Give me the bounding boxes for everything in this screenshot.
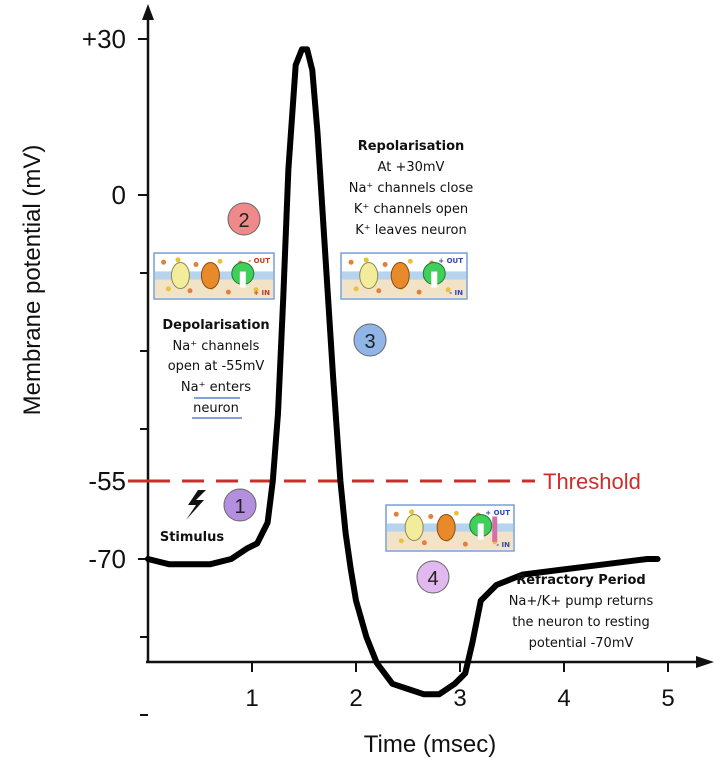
membrane-in-label: - IN bbox=[449, 289, 463, 297]
y-tick-label: 0 bbox=[112, 180, 126, 210]
repolarisation-note: Repolarisation At +30mV Na⁺ channels clo… bbox=[349, 139, 474, 238]
ion-dot bbox=[421, 540, 427, 546]
depolarisation-line4: neuron bbox=[193, 401, 239, 416]
pump-arrow bbox=[477, 523, 484, 540]
ion-dot bbox=[161, 259, 167, 265]
marker-2: 2 bbox=[227, 202, 261, 236]
membrane-out-label: + OUT bbox=[485, 509, 510, 517]
extra-channel bbox=[492, 516, 498, 542]
y-ticks: +30 0 -55 -70 bbox=[82, 24, 148, 716]
depolarisation-note: Depolarisation Na⁺ channels open at -55m… bbox=[162, 318, 270, 419]
stimulus-label: Stimulus bbox=[160, 530, 225, 545]
action-potential-line bbox=[145, 46, 661, 698]
ion-dot bbox=[348, 259, 354, 265]
repolarisation-line3: K⁺ channels open bbox=[354, 202, 468, 217]
refractory-line3: potential -70mV bbox=[529, 636, 634, 651]
threshold-label: Threshold bbox=[543, 469, 641, 494]
ion-dot bbox=[382, 262, 388, 267]
membrane-diagram-repolarisation: + OUT - IN bbox=[340, 252, 468, 300]
potassium-channel bbox=[436, 514, 456, 542]
ion-dot bbox=[353, 286, 359, 292]
ion-dot bbox=[253, 287, 259, 293]
y-tick-label: +30 bbox=[82, 24, 126, 54]
y-axis-arrow bbox=[142, 4, 154, 20]
repolarisation-title: Repolarisation bbox=[358, 139, 465, 154]
ion-dot bbox=[165, 286, 171, 292]
marker-4-number: 4 bbox=[427, 568, 438, 590]
ion-dot bbox=[175, 257, 181, 263]
x-tick-label: 1 bbox=[245, 685, 258, 712]
ion-dot bbox=[407, 258, 413, 264]
x-axis-arrow bbox=[696, 656, 714, 668]
membrane-out-label: - OUT bbox=[248, 257, 270, 265]
potassium-channel bbox=[390, 262, 410, 290]
ion-dot bbox=[225, 289, 231, 295]
marker-1: 1 bbox=[223, 488, 257, 522]
ion-dot bbox=[187, 288, 193, 294]
sodium-channel bbox=[170, 262, 190, 290]
x-axis-title: Time (msec) bbox=[364, 731, 496, 758]
marker-3: 3 bbox=[353, 323, 387, 357]
membrane-in-label: - IN bbox=[496, 541, 510, 549]
refractory-note: Refractory Period Na+/K+ pump returns th… bbox=[509, 573, 654, 651]
depolarisation-line1: Na⁺ channels bbox=[173, 339, 260, 354]
pump-arrow bbox=[239, 271, 246, 288]
repolarisation-line2: Na⁺ channels close bbox=[349, 181, 474, 196]
x-tick-label: 5 bbox=[661, 685, 674, 712]
y-tick-label: -55 bbox=[88, 466, 126, 496]
y-tick-label: -70 bbox=[88, 544, 126, 574]
ion-dot bbox=[376, 288, 382, 294]
y-axis-title: Membrane potential (mV) bbox=[19, 145, 46, 416]
refractory-title: Refractory Period bbox=[516, 573, 645, 588]
ion-dot bbox=[428, 514, 434, 519]
ion-dot bbox=[409, 509, 415, 515]
sodium-channel bbox=[359, 262, 379, 290]
refractory-line1: Na+/K+ pump returns bbox=[509, 594, 654, 609]
potassium-channel bbox=[200, 262, 220, 290]
marker-3-number: 3 bbox=[364, 331, 375, 353]
membrane-diagram-refractory: + OUT - IN bbox=[385, 504, 515, 552]
lightning-icon bbox=[186, 490, 206, 520]
repolarisation-line1: At +30mV bbox=[378, 160, 445, 175]
x-ticks: 1 2 3 4 5 bbox=[245, 662, 675, 712]
ion-dot bbox=[416, 289, 422, 295]
x-tick-label: 3 bbox=[453, 685, 466, 712]
marker-2-number: 2 bbox=[238, 210, 249, 232]
ion-dot bbox=[193, 262, 199, 267]
ion-dot bbox=[445, 287, 451, 293]
ion-dot bbox=[363, 257, 369, 263]
ion-dot bbox=[393, 511, 399, 517]
marker-1-number: 1 bbox=[234, 496, 245, 518]
marker-4: 4 bbox=[416, 560, 450, 594]
depolarisation-line3: Na⁺ enters bbox=[181, 380, 251, 395]
depolarisation-line2: open at -55mV bbox=[168, 359, 265, 374]
sodium-channel bbox=[404, 514, 424, 542]
membrane-in-label: + IN bbox=[253, 289, 270, 297]
ion-dot bbox=[453, 510, 459, 516]
x-tick-label: 2 bbox=[349, 685, 362, 712]
depolarisation-title: Depolarisation bbox=[162, 318, 269, 333]
membrane-diagram-depolarisation: - OUT + IN bbox=[153, 252, 275, 300]
membrane-out-label: + OUT bbox=[438, 257, 463, 265]
ion-dot bbox=[398, 538, 404, 544]
refractory-line2: the neuron to resting bbox=[512, 615, 650, 630]
ion-dot bbox=[462, 541, 468, 547]
x-tick-label: 4 bbox=[557, 685, 570, 712]
pump-arrow bbox=[431, 271, 438, 288]
ion-dot bbox=[217, 258, 223, 264]
repolarisation-line4: K⁺ leaves neuron bbox=[355, 223, 466, 238]
